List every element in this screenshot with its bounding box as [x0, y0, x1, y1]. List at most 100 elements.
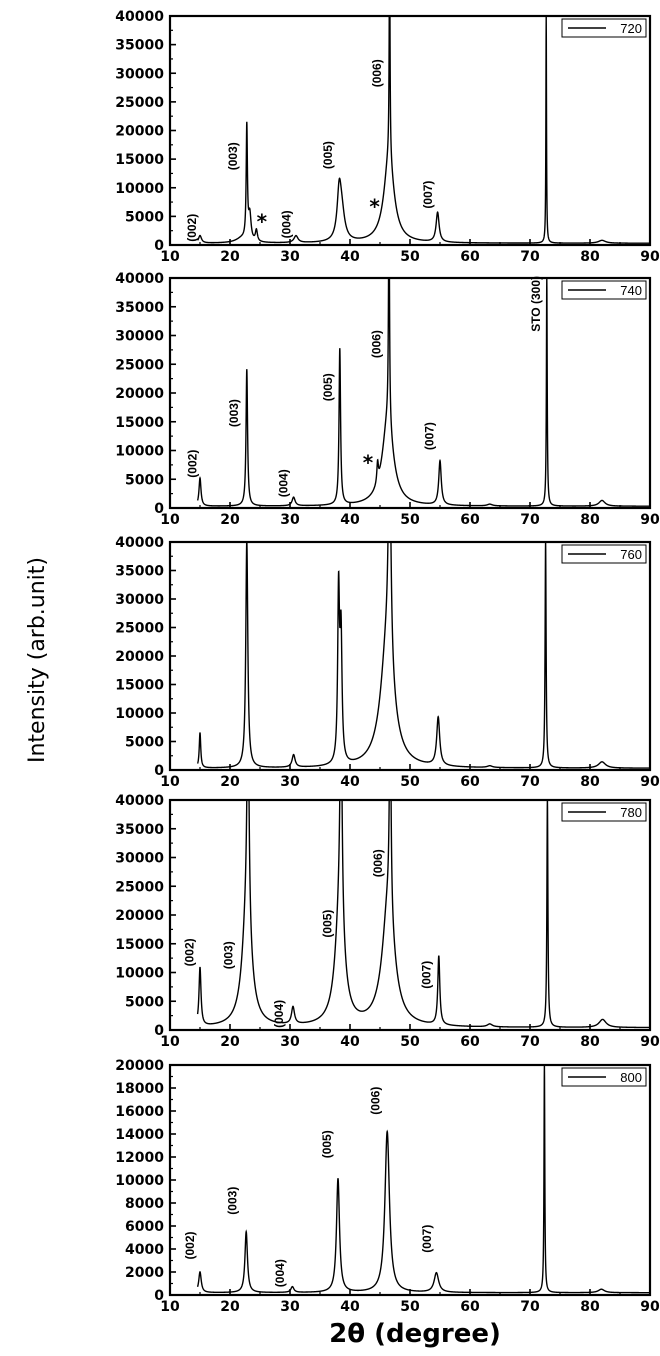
x-tick-label: 30	[280, 249, 300, 265]
y-tick-label: 5000	[125, 735, 164, 751]
x-tick-label: 30	[280, 1299, 300, 1315]
x-tick-label: 90	[640, 774, 660, 790]
y-tick-label: 35000	[115, 38, 164, 54]
y-tick-label: 25000	[115, 357, 164, 373]
y-tick-label: 12000	[115, 1150, 164, 1166]
x-tick-label: 70	[520, 774, 540, 790]
x-tick-label: 70	[520, 1034, 540, 1050]
peak-label: (002)	[182, 938, 196, 966]
y-tick-label: 15000	[115, 415, 164, 431]
panel-800: 10 20 30 40 50 60 70 80 90 0 2000 4000 6000 8000 10000…	[115, 1058, 660, 1315]
panel-720: 10 20 30 40 50 60 70 80 90 0 5000 10000 15000 20000 25…	[115, 9, 660, 265]
x-tick-label: 60	[460, 1034, 480, 1050]
panel-760: 10 20 30 40 50 60 70 80 90 0 5000 10000 15000 20000 25…	[115, 535, 660, 790]
y-tick-label: 40000	[115, 535, 164, 551]
peak-label: (004)	[277, 469, 291, 497]
x-tick-label: 80	[580, 1034, 600, 1050]
y-tick-label: 30000	[115, 66, 164, 82]
x-tick-label: 60	[460, 774, 480, 790]
y-tick-label: 14000	[115, 1127, 164, 1143]
legend-label: 720	[620, 21, 642, 36]
y-tick-label: 15000	[115, 678, 164, 694]
peak-label: (003)	[221, 941, 235, 969]
spectrum-line-720	[197, 16, 650, 244]
x-tick-label: 10	[160, 249, 180, 265]
x-tick-label: 90	[640, 512, 660, 528]
y-tick-label: 25000	[115, 621, 164, 637]
peak-label: (006)	[370, 330, 384, 358]
y-tick-label: 15000	[115, 937, 164, 953]
legend: 800	[561, 1067, 647, 1087]
y-tick-label: 20000	[115, 124, 164, 140]
x-tick-label: 90	[640, 1034, 660, 1050]
x-tick-label: 80	[580, 1299, 600, 1315]
x-tick-label: 10	[160, 1034, 180, 1050]
x-tick-label: 70	[520, 249, 540, 265]
legend: 740	[561, 280, 647, 300]
peak-label: (005)	[320, 910, 334, 938]
x-tick-label: 80	[580, 774, 600, 790]
legend: 760	[561, 544, 647, 564]
x-tick-label: 30	[280, 774, 300, 790]
y-tick-label: 10000	[115, 181, 164, 197]
x-tick-label: 50	[400, 249, 420, 265]
x-tick-label: 50	[400, 1299, 420, 1315]
y-tick-label: 35000	[115, 300, 164, 316]
x-tick-label: 10	[160, 1299, 180, 1315]
x-tick-label: 20	[220, 1299, 240, 1315]
legend-label: 760	[620, 547, 642, 562]
plot-frame	[168, 14, 652, 247]
y-tick-label: 15000	[115, 152, 164, 168]
x-tick-label: 40	[340, 249, 360, 265]
y-tick-label: 6000	[125, 1219, 164, 1235]
x-tick-label: 30	[280, 512, 300, 528]
spectrum-line-760	[196, 542, 650, 769]
y-tick-label: 0	[154, 1023, 164, 1039]
x-tick-label: 60	[460, 249, 480, 265]
x-tick-label: 20	[220, 512, 240, 528]
peak-label: (002)	[185, 450, 199, 478]
x-tick-label: 40	[340, 1034, 360, 1050]
x-tick-label: 30	[280, 1034, 300, 1050]
panel-780: 10 20 30 40 50 60 70 80 90 0 5000 10000 15000 20000 25…	[115, 793, 660, 1050]
peak-label: (005)	[321, 373, 335, 401]
x-tick-label: 20	[220, 249, 240, 265]
x-tick-label: 10	[160, 512, 180, 528]
y-tick-label: 35000	[115, 822, 164, 838]
peak-label: (007)	[421, 181, 435, 209]
y-tick-label: 20000	[115, 908, 164, 924]
x-axis-label: 2θ (degree)	[329, 1319, 501, 1349]
y-tick-label: 0	[154, 763, 164, 779]
y-tick-label: 5000	[125, 209, 164, 225]
peak-label: (003)	[227, 399, 241, 427]
peak-label: (004)	[273, 1259, 287, 1287]
peak-label: (002)	[185, 214, 199, 242]
x-tick-label: 20	[220, 774, 240, 790]
y-tick-label: 0	[154, 501, 164, 517]
x-tick-label: 60	[460, 1299, 480, 1315]
legend-label: 800	[620, 1070, 642, 1085]
y-tick-label: 4000	[125, 1242, 164, 1258]
panel-740: 10 20 30 40 50 60 70 80 90 0 5000 10000 15000 20000 25…	[115, 271, 660, 528]
y-tick-label: 35000	[115, 564, 164, 580]
y-tick-label: 10000	[115, 706, 164, 722]
x-tick-label: 40	[340, 1299, 360, 1315]
y-tick-label: 25000	[115, 95, 164, 111]
y-tick-label: 10000	[115, 966, 164, 982]
peak-label: (007)	[422, 422, 436, 450]
y-tick-label: 40000	[115, 793, 164, 809]
y-tick-label: 10000	[115, 1173, 164, 1189]
peak-label: (006)	[368, 1087, 382, 1115]
peak-label: (004)	[272, 1000, 286, 1028]
y-tick-label: 25000	[115, 879, 164, 895]
legend-label: 740	[620, 283, 642, 298]
x-tick-label: 40	[340, 512, 360, 528]
legend-label: 780	[620, 805, 642, 820]
y-tick-label: 30000	[115, 329, 164, 345]
y-tick-label: 10000	[115, 444, 164, 460]
peak-label: (004)	[280, 210, 294, 238]
impurity-marker: *	[363, 450, 374, 474]
peak-label: (006)	[370, 59, 384, 87]
impurity-marker: *	[369, 195, 380, 219]
y-tick-label: 40000	[115, 271, 164, 287]
